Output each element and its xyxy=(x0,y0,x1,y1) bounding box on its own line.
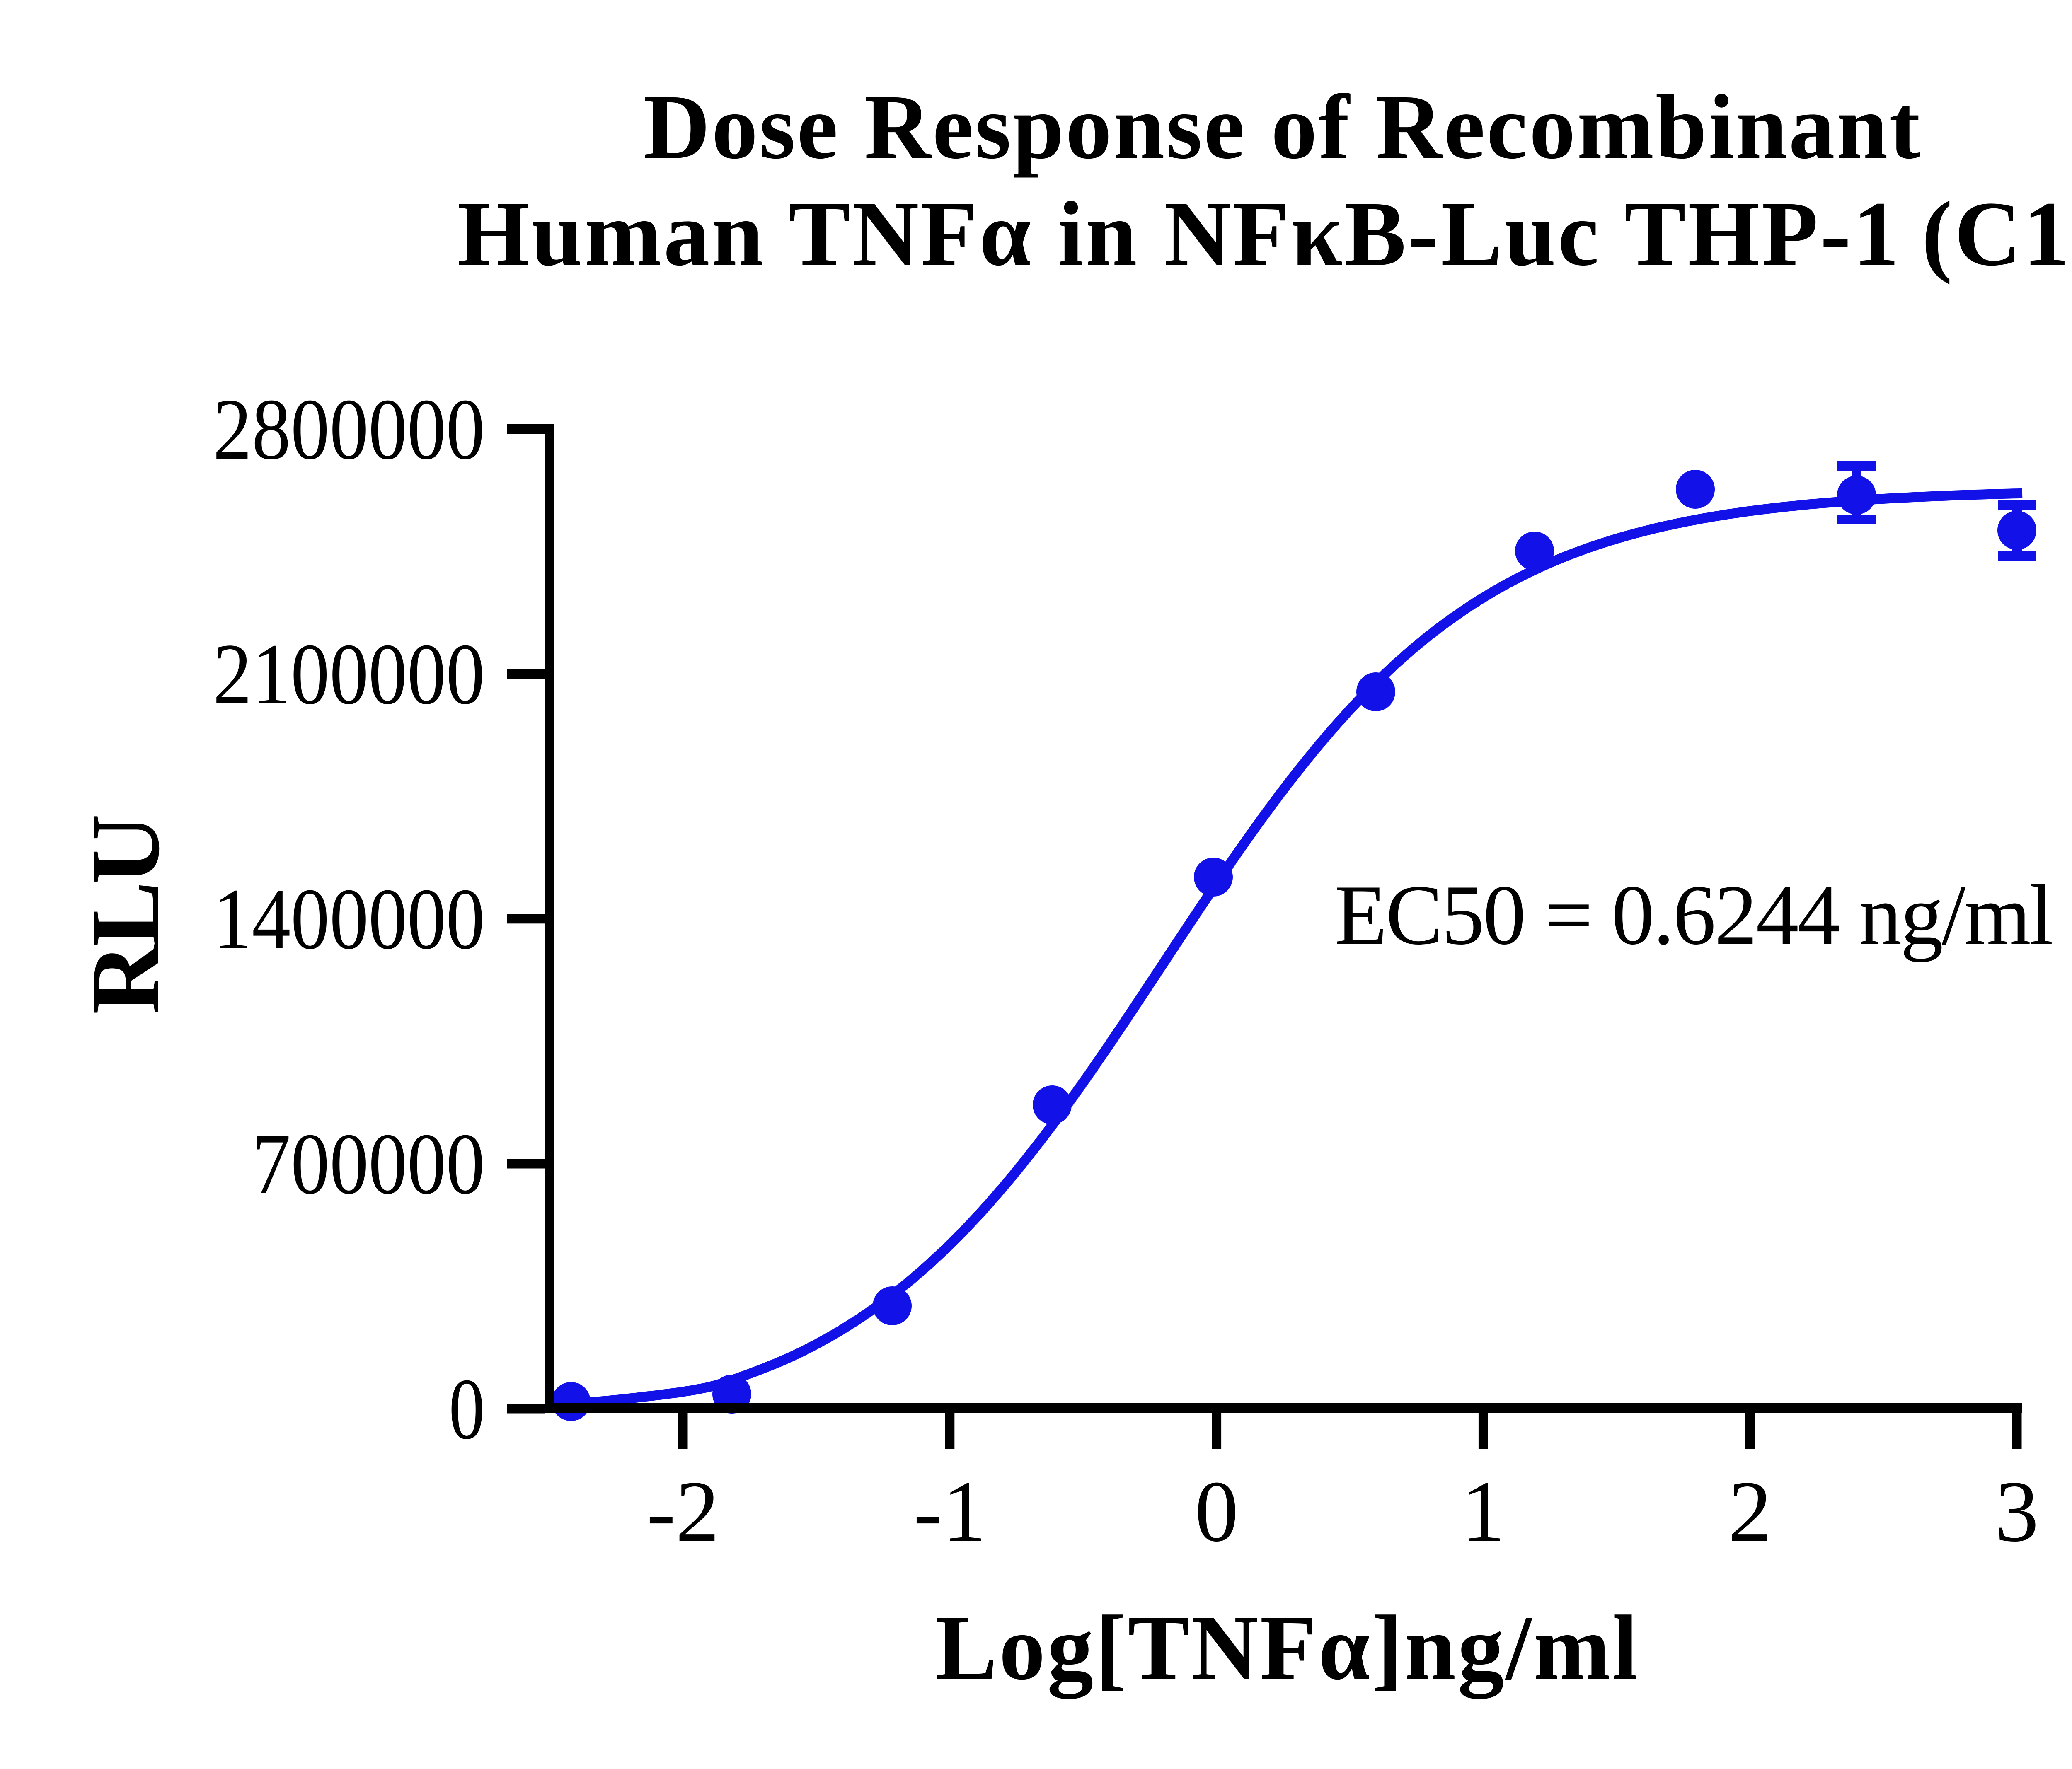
svg-text:RLU: RLU xyxy=(71,814,180,1014)
svg-text:Human TNFα in NFκB-Luc THP-1 (: Human TNFα in NFκB-Luc THP-1 (C1) xyxy=(457,183,2072,285)
svg-text:2800000: 2800000 xyxy=(213,381,485,478)
svg-text:Dose Response of Recombinant: Dose Response of Recombinant xyxy=(644,76,1920,178)
svg-text:EC50 = 0.6244 ng/ml: EC50 = 0.6244 ng/ml xyxy=(1335,868,2053,962)
svg-text:0: 0 xyxy=(449,1361,485,1457)
svg-text:0: 0 xyxy=(1195,1463,1239,1560)
svg-text:-2: -2 xyxy=(646,1463,719,1560)
svg-text:700000: 700000 xyxy=(252,1115,485,1212)
svg-text:1: 1 xyxy=(1461,1463,1505,1560)
svg-text:2100000: 2100000 xyxy=(213,626,485,723)
svg-text:Log[TNFα]ng/ml: Log[TNFα]ng/ml xyxy=(936,1597,1638,1699)
svg-text:1400000: 1400000 xyxy=(213,870,485,967)
svg-text:-1: -1 xyxy=(913,1463,986,1560)
svg-text:2: 2 xyxy=(1728,1463,1772,1560)
svg-text:3: 3 xyxy=(1995,1463,2039,1560)
